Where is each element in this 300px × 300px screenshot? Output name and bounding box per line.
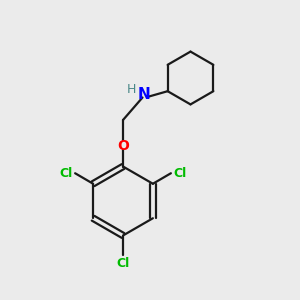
Text: H: H (127, 82, 136, 96)
Text: O: O (117, 139, 129, 152)
Text: Cl: Cl (59, 167, 73, 180)
Text: N: N (138, 87, 150, 102)
Text: Cl: Cl (173, 167, 187, 180)
Text: Cl: Cl (116, 257, 130, 270)
